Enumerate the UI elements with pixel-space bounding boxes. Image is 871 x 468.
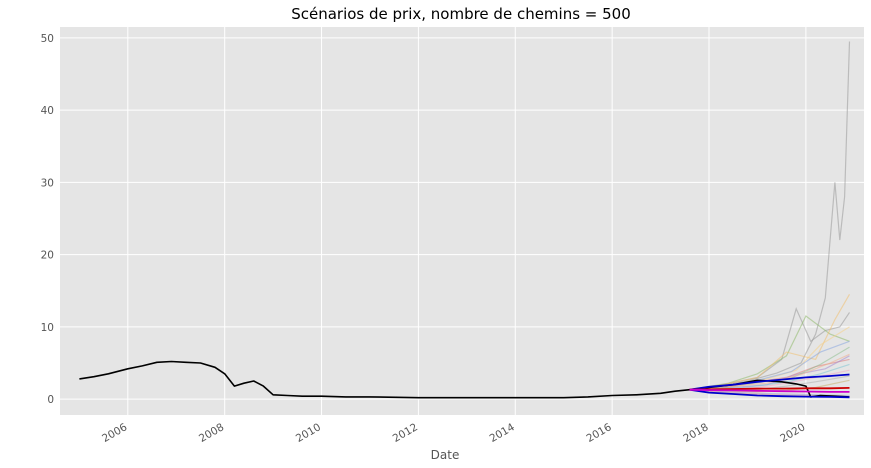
plot-background (60, 27, 864, 415)
x-tick-label: 2012 (391, 421, 420, 445)
y-tick-label: 40 (41, 105, 54, 117)
chart-title: Scénarios de prix, nombre de chemins = 5… (291, 5, 631, 23)
y-tick-label: 30 (41, 177, 54, 189)
x-tick-label: 2010 (294, 421, 323, 445)
simulated-path-line (689, 41, 851, 391)
series-line-upper-band (689, 373, 850, 391)
y-tick-label: 50 (41, 33, 54, 45)
y-tick-label: 10 (41, 322, 54, 334)
y-tick-label: 20 (41, 250, 54, 262)
grid-lines (60, 27, 864, 415)
y-tick-labels: 0 10 20 30 40 50 (41, 33, 54, 406)
x-tick-label: 2006 (100, 421, 129, 445)
x-tick-label: 2014 (488, 421, 517, 445)
x-tick-label: 2016 (584, 421, 613, 445)
series-line-historical (79, 360, 690, 399)
x-tick-label: 2008 (197, 421, 226, 445)
x-axis-label: Date (431, 448, 460, 462)
x-tick-labels: 2006 2008 2010 2012 2014 2016 2018 2020 (100, 421, 807, 445)
series-line-mean (689, 388, 850, 393)
y-tick-label: 0 (47, 394, 54, 406)
series-lines (79, 360, 850, 399)
x-tick-label: 2018 (681, 421, 710, 445)
x-tick-label: 2020 (778, 421, 807, 445)
series-line-lower-band (689, 388, 850, 399)
